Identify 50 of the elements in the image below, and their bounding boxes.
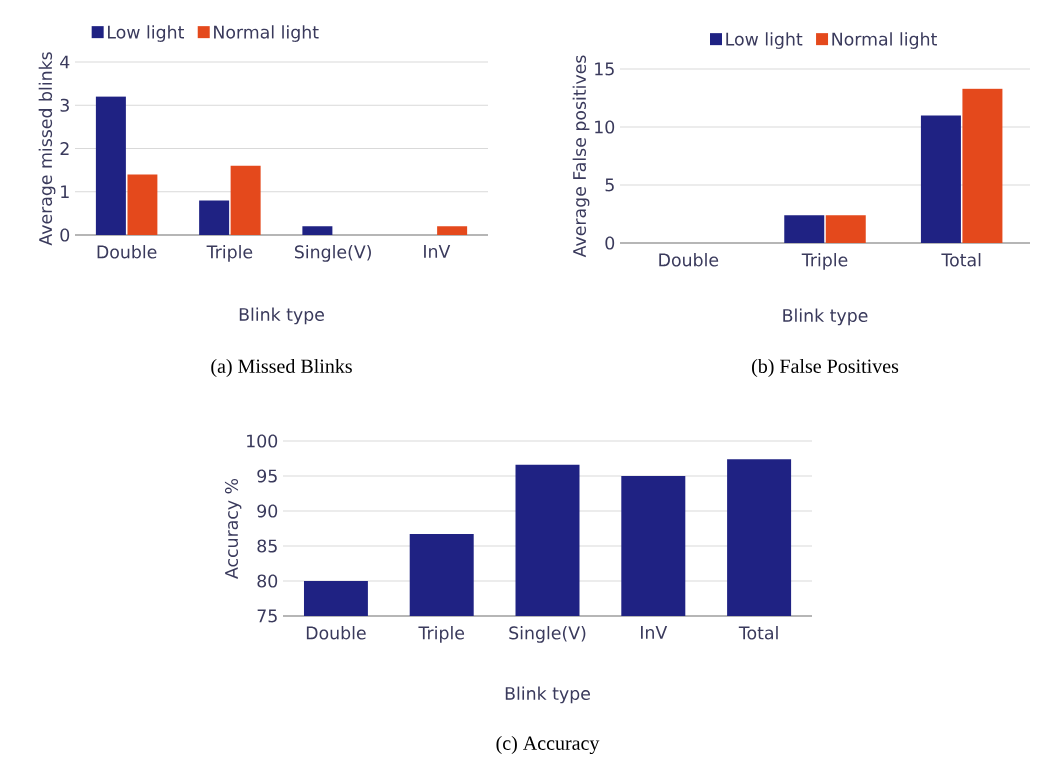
- bar: [437, 226, 468, 236]
- bar: [199, 200, 230, 236]
- y-tick-label: 90: [257, 504, 278, 518]
- legend-label: Low light: [726, 32, 803, 50]
- x-tick-label: InV: [641, 626, 668, 639]
- text: (a) Missed Blinks: [211, 359, 352, 378]
- y-tick-label: 1: [61, 185, 69, 199]
- x-tick-label: Triple: [418, 626, 465, 644]
- y-tick-label: 95: [257, 469, 277, 483]
- y-tick-label: 15: [595, 62, 614, 76]
- x-tick-label: Total: [738, 626, 778, 640]
- y-tick-label: 2: [60, 142, 69, 156]
- y-tick-label: 0: [605, 236, 615, 250]
- x-axis-title: Blink type: [783, 308, 868, 326]
- x-tick-label: Single(V): [294, 245, 371, 263]
- y-tick-label: 80: [257, 574, 278, 588]
- x-tick-label: Triple: [801, 253, 848, 271]
- text: (b) False Positives: [752, 359, 899, 378]
- bar: [920, 115, 961, 244]
- legend-label: Normal light: [832, 32, 937, 50]
- y-tick-label: 4: [60, 55, 70, 69]
- x-tick-label: InV: [424, 245, 451, 258]
- x-tick-label: Double: [97, 245, 157, 259]
- bar: [962, 88, 1003, 244]
- bar: [302, 226, 333, 236]
- legend-label: Normal light: [214, 25, 319, 43]
- legend-label: Low light: [108, 25, 184, 43]
- y-tick-label: 0: [60, 228, 70, 242]
- x-tick-label: Double: [306, 626, 366, 640]
- y-tick-label: 10: [595, 120, 615, 134]
- bar: [95, 96, 126, 236]
- y-axis-title: Accuracy %: [224, 479, 242, 580]
- y-tick-label: 100: [247, 434, 278, 448]
- x-tick-label: Total: [941, 253, 981, 267]
- x-tick-label: Single(V): [509, 626, 586, 644]
- bar: [230, 166, 261, 236]
- bar: [127, 174, 158, 236]
- y-tick-label: 85: [257, 539, 277, 553]
- x-axis-title: Blink type: [239, 307, 324, 325]
- x-tick-label: Triple: [206, 245, 253, 263]
- bar: [825, 215, 866, 244]
- bar: [784, 215, 825, 244]
- y-tick-label: 3: [60, 98, 69, 113]
- x-tick-label: Double: [659, 253, 719, 267]
- y-tick-label: 5: [605, 178, 614, 192]
- text: (c) Accuracy: [496, 736, 600, 755]
- x-axis-title: Blink type: [505, 686, 590, 704]
- y-axis-title: Average missed blinks: [38, 52, 56, 246]
- y-axis-title: Average False positives: [572, 55, 590, 258]
- y-tick-label: 75: [257, 609, 277, 623]
